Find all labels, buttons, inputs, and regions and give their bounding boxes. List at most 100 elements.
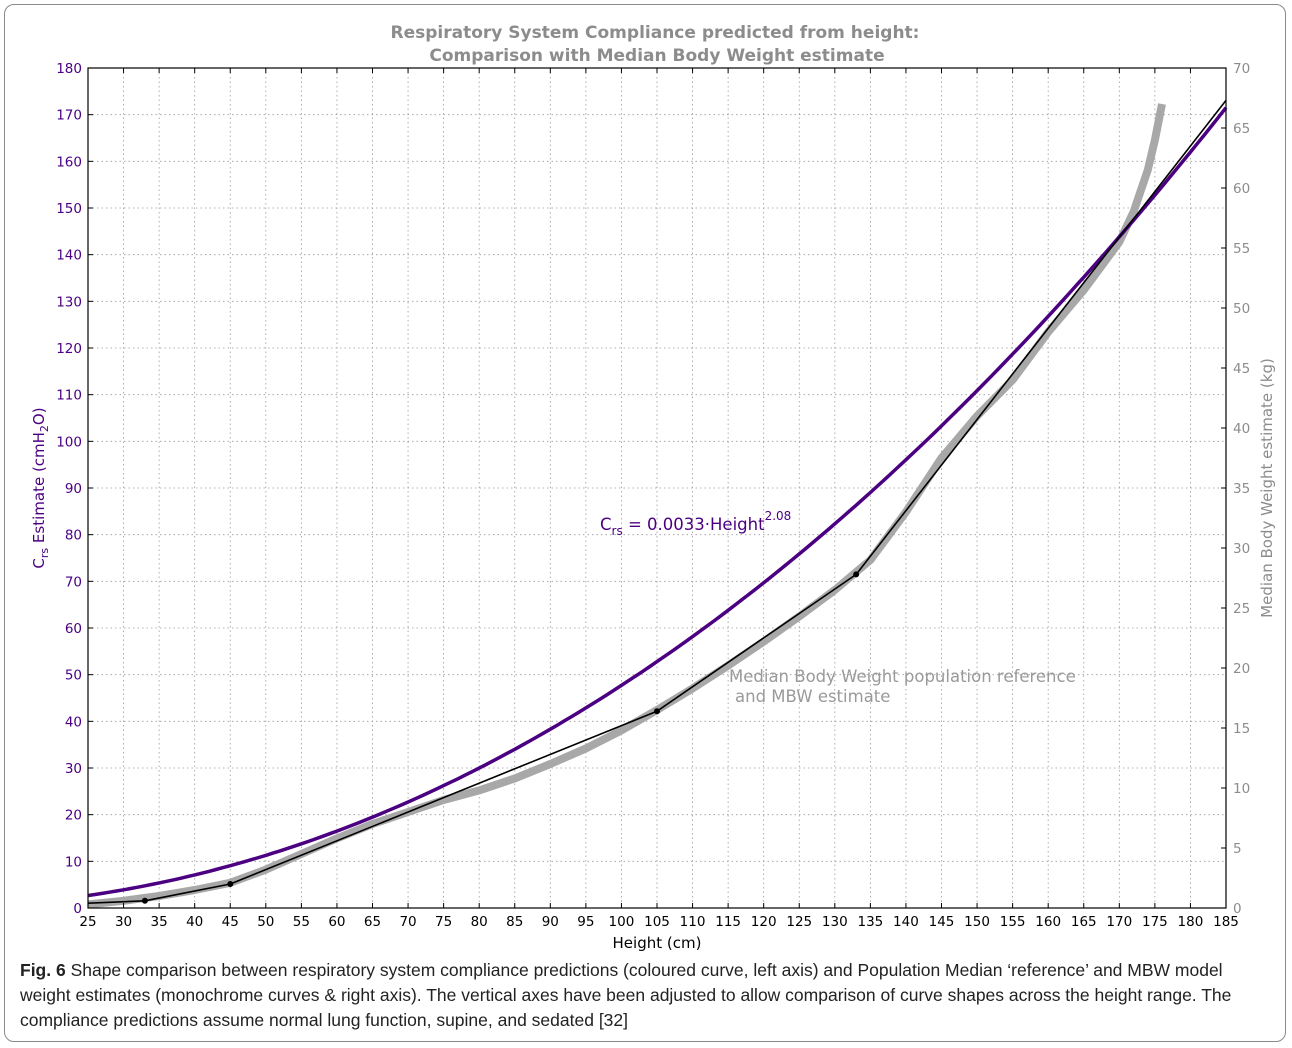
x-tick-label: 25 xyxy=(79,914,96,930)
left-tick-label: 80 xyxy=(65,528,82,544)
left-tick-label: 160 xyxy=(56,154,82,170)
formula-exponent: 2.08 xyxy=(765,509,792,523)
right-tick-label: 70 xyxy=(1233,61,1250,77)
left-tick-label: 100 xyxy=(56,434,82,450)
mbw-breakpoint-marker xyxy=(654,708,660,715)
x-tick-label: 65 xyxy=(364,914,381,930)
x-tick-label: 100 xyxy=(609,914,635,930)
right-axis-ticks: 0 5 10 15 20 25 30 35 40 45 50 55 60 65 70 xyxy=(1221,61,1250,917)
x-tick-label: 60 xyxy=(328,914,345,930)
x-tick-label: 50 xyxy=(257,914,274,930)
left-axis-ticks: 0 10 20 30 40 50 60 70 80 90 100 110 120 130 140 150 160… xyxy=(56,61,93,917)
mbw-breakpoint-marker xyxy=(853,571,860,578)
left-tick-label: 0 xyxy=(73,901,82,917)
x-tick-label: 115 xyxy=(715,914,741,930)
left-tick-label: 90 xyxy=(65,481,82,497)
left-tick-label: 180 xyxy=(56,61,82,77)
left-tick-label: 50 xyxy=(65,668,82,684)
left-tick-label: 20 xyxy=(65,808,82,824)
right-tick-label: 10 xyxy=(1233,781,1250,797)
figure-caption: Fig. 6 Shape comparison between respirat… xyxy=(20,958,1275,1033)
left-tick-label: 150 xyxy=(56,201,82,217)
right-tick-label: 60 xyxy=(1233,181,1250,197)
x-tick-label: 140 xyxy=(893,914,919,930)
right-tick-label: 5 xyxy=(1233,841,1242,857)
x-tick-label: 70 xyxy=(399,914,416,930)
left-tick-label: 130 xyxy=(56,294,82,310)
x-tick-label: 110 xyxy=(680,914,706,930)
left-tick-label: 170 xyxy=(56,108,82,124)
x-tick-label: 35 xyxy=(151,914,168,930)
x-tick-label: 125 xyxy=(786,914,812,930)
x-axis-label: Height (cm) xyxy=(613,934,702,952)
caption-label: Fig. 6 xyxy=(20,960,66,980)
compliance-formula-label: Crs = 0.0033·Height2.08 xyxy=(600,509,791,538)
left-axis-label-sub: rs xyxy=(38,548,51,559)
right-tick-label: 65 xyxy=(1233,121,1250,137)
left-axis-label-c: C xyxy=(30,558,48,568)
x-tick-label: 165 xyxy=(1071,914,1097,930)
left-tick-label: 140 xyxy=(56,248,82,264)
reference-weight-curve xyxy=(87,103,1166,909)
figure-frame xyxy=(4,4,1286,1042)
right-tick-label: 55 xyxy=(1233,241,1250,257)
x-tick-label: 30 xyxy=(115,914,132,930)
left-axis-label-suffix: O) xyxy=(30,407,48,425)
x-tick-label: 40 xyxy=(186,914,203,930)
left-tick-label: 40 xyxy=(65,714,82,730)
x-tick-label: 160 xyxy=(1035,914,1061,930)
right-tick-label: 20 xyxy=(1233,661,1250,677)
right-tick-label: 30 xyxy=(1233,541,1250,557)
x-tick-label: 85 xyxy=(506,914,523,930)
x-tick-label: 130 xyxy=(822,914,848,930)
formula-c: C xyxy=(600,515,612,534)
formula-mid: = 0.0033·Height xyxy=(623,515,765,534)
x-tick-label: 155 xyxy=(1000,914,1026,930)
left-tick-label: 70 xyxy=(65,574,82,590)
left-tick-label: 110 xyxy=(56,388,82,404)
x-tick-label: 105 xyxy=(644,914,670,930)
mbw-breakpoint-marker xyxy=(227,881,234,887)
right-tick-label: 35 xyxy=(1233,481,1250,497)
left-axis-label: Crs Estimate (cmH2O) xyxy=(30,407,51,568)
mbw-estimate-line xyxy=(87,99,1227,904)
mbw-annotation-line2: and MBW estimate xyxy=(735,687,890,706)
grid xyxy=(88,68,1226,908)
left-axis-label-mid: Estimate (cmH xyxy=(30,432,48,548)
left-tick-label: 120 xyxy=(56,341,82,357)
right-tick-label: 15 xyxy=(1233,721,1250,737)
x-axis-ticks: 25 30 35 40 45 50 55 60 65 70 75 80 85 90 95 100 105 110 1… xyxy=(79,68,1239,930)
mbw-breakpoint-marker xyxy=(141,897,148,904)
x-tick-label: 175 xyxy=(1142,914,1168,930)
right-tick-label: 40 xyxy=(1233,421,1250,437)
chart-title-line2: Comparison with Median Body Weight estim… xyxy=(429,46,884,66)
x-tick-label: 180 xyxy=(1178,914,1204,930)
x-tick-label: 145 xyxy=(929,914,955,930)
chart-title-line1: Respiratory System Compliance predicted … xyxy=(391,23,920,43)
mbw-annotation-line1: Median Body Weight population reference xyxy=(729,667,1076,686)
right-tick-label: 25 xyxy=(1233,601,1250,617)
chart: Respiratory System Compliance predicted … xyxy=(30,23,1276,952)
x-tick-label: 80 xyxy=(471,914,488,930)
caption-text: Shape comparison between respiratory sys… xyxy=(20,960,1232,1030)
left-tick-label: 60 xyxy=(65,621,82,637)
x-tick-label: 90 xyxy=(542,914,559,930)
right-tick-label: 0 xyxy=(1233,901,1242,917)
x-tick-label: 170 xyxy=(1106,914,1132,930)
x-tick-label: 95 xyxy=(577,914,594,930)
left-axis-label-sub2: 2 xyxy=(38,425,51,432)
right-tick-label: 45 xyxy=(1233,361,1250,377)
x-tick-label: 150 xyxy=(964,914,990,930)
x-tick-label: 135 xyxy=(857,914,883,930)
x-tick-label: 45 xyxy=(222,914,239,930)
x-tick-label: 120 xyxy=(751,914,777,930)
data-lines xyxy=(87,99,1228,909)
x-tick-label: 75 xyxy=(435,914,452,930)
right-tick-label: 50 xyxy=(1233,301,1250,317)
left-tick-label: 30 xyxy=(65,761,82,777)
mbw-markers xyxy=(141,571,860,904)
compliance-curve xyxy=(87,106,1228,898)
x-tick-label: 55 xyxy=(293,914,310,930)
left-tick-label: 10 xyxy=(65,854,82,870)
x-tick-label: 185 xyxy=(1213,914,1239,930)
